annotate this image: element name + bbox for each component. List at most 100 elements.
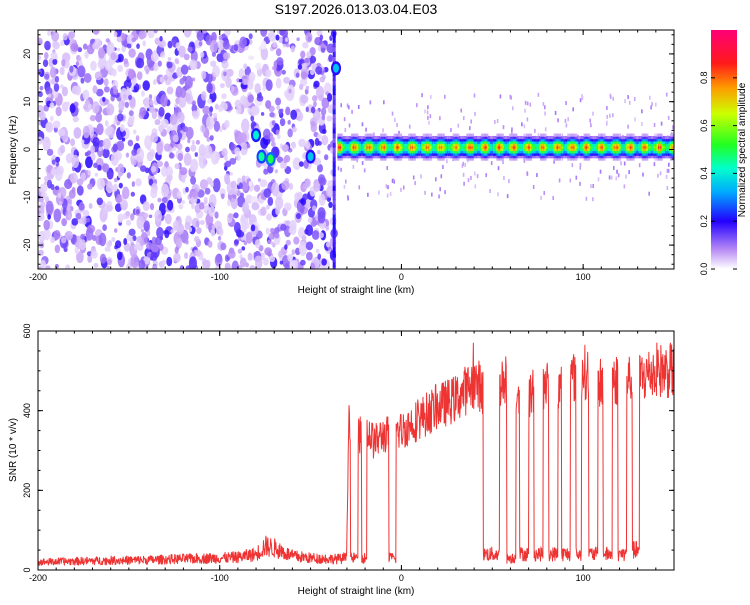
heatmap-cell xyxy=(579,143,582,147)
heatmap-cell xyxy=(543,138,545,142)
heatmap-cell xyxy=(586,145,588,149)
heatmap-cell xyxy=(447,138,449,142)
heatmap-cell xyxy=(505,155,507,159)
heatmap-cell xyxy=(462,161,465,166)
heatmap-cell xyxy=(403,150,405,154)
heatmap-cell xyxy=(360,147,362,152)
heatmap-cell xyxy=(467,155,469,159)
heatmap-cell xyxy=(384,145,386,149)
heatmap-cell xyxy=(470,135,473,140)
heatmap-cell xyxy=(451,150,454,154)
heatmap-cell xyxy=(357,145,359,149)
heatmap-cell xyxy=(519,152,521,156)
heatmap-cell xyxy=(524,108,526,113)
heatmap-cell xyxy=(405,155,407,159)
heatmap-cell xyxy=(528,145,530,149)
heatmap-cell xyxy=(75,212,82,220)
heatmap-cell xyxy=(516,145,518,149)
heatmap-cell xyxy=(77,65,86,78)
heatmap-cell xyxy=(374,145,376,149)
heatmap-cell xyxy=(539,138,542,142)
heatmap-cell xyxy=(594,135,596,140)
heatmap-cell xyxy=(519,135,522,140)
heatmap-cell xyxy=(600,155,603,159)
heatmap-cell xyxy=(565,140,567,144)
heatmap-cell xyxy=(495,145,497,149)
heatmap-cell xyxy=(102,148,110,159)
heatmap-cell xyxy=(389,140,391,144)
heatmap-cell xyxy=(357,150,359,154)
heatmap-cell xyxy=(417,147,419,152)
heatmap-cell xyxy=(363,140,365,144)
heatmap-cell xyxy=(490,150,493,154)
heatmap-cell xyxy=(321,258,327,266)
heatmap-cell xyxy=(276,156,284,163)
heatmap-cell xyxy=(613,147,615,152)
heatmap-cell xyxy=(613,138,615,142)
heatmap-cell xyxy=(52,120,61,129)
heatmap-cell xyxy=(608,145,611,149)
heatmap-cell xyxy=(144,135,153,150)
heatmap-cell xyxy=(342,135,344,140)
heatmap-cell xyxy=(622,135,624,140)
heatmap-cell xyxy=(400,143,403,147)
heatmap-cell xyxy=(490,135,493,140)
heatmap-cell xyxy=(590,138,593,142)
heatmap-cell xyxy=(417,140,419,144)
heatmap-cell xyxy=(517,147,519,152)
heatmap-cell xyxy=(239,257,247,268)
heatmap-cell xyxy=(471,145,473,149)
heatmap-cell xyxy=(346,145,348,149)
heatmap-cell xyxy=(97,59,106,70)
heatmap-cell xyxy=(603,147,605,152)
heatmap-cell xyxy=(360,143,363,147)
heatmap-cell xyxy=(571,140,573,144)
heatmap-cell xyxy=(482,140,484,144)
heatmap-cell xyxy=(59,66,65,76)
heatmap-cell xyxy=(360,145,362,149)
heatmap-cell xyxy=(601,138,603,142)
heatmap-cell xyxy=(498,145,500,149)
heatmap-cell xyxy=(341,133,344,137)
heatmap-cell xyxy=(420,138,422,142)
heatmap-cell xyxy=(472,147,474,152)
heatmap-cell xyxy=(593,147,595,152)
heatmap-cell xyxy=(603,135,605,140)
heatmap-cell xyxy=(528,147,530,152)
heatmap-cell xyxy=(50,52,58,60)
heatmap-cell xyxy=(417,145,419,149)
heatmap-cell xyxy=(535,145,537,149)
heatmap-cell xyxy=(370,143,372,147)
heatmap-cell xyxy=(482,152,484,156)
heatmap-cell xyxy=(209,39,219,54)
heatmap-cell xyxy=(576,145,578,149)
heatmap-cell xyxy=(427,150,429,154)
heatmap-cell xyxy=(356,155,358,159)
heatmap-cell xyxy=(466,138,468,142)
heatmap-cell xyxy=(96,177,106,190)
heatmap-cell xyxy=(447,147,449,152)
heatmap-cell xyxy=(220,193,225,200)
heatmap-cell xyxy=(367,140,369,144)
heatmap-cell xyxy=(529,147,531,152)
heatmap-cell xyxy=(672,125,674,130)
heatmap-cell xyxy=(503,135,505,140)
heatmap-cell xyxy=(409,133,411,137)
heatmap-cell xyxy=(613,157,615,161)
heatmap-cell xyxy=(305,224,314,236)
heatmap-cell xyxy=(612,145,614,149)
heatmap-cell xyxy=(572,152,574,156)
heatmap-cell xyxy=(345,143,347,147)
heatmap-cell xyxy=(369,143,371,147)
heatmap-cell xyxy=(601,143,603,147)
heatmap-cell xyxy=(588,150,590,154)
heatmap-cell xyxy=(560,147,563,152)
heatmap-cell xyxy=(348,152,350,156)
heatmap-cell xyxy=(615,150,617,154)
heatmap-cell xyxy=(403,143,405,147)
heatmap-cell xyxy=(397,145,399,149)
heatmap-cell xyxy=(604,135,606,140)
heatmap-cell xyxy=(434,138,436,142)
heatmap-cell xyxy=(376,152,378,156)
heatmap-cell xyxy=(153,79,157,84)
